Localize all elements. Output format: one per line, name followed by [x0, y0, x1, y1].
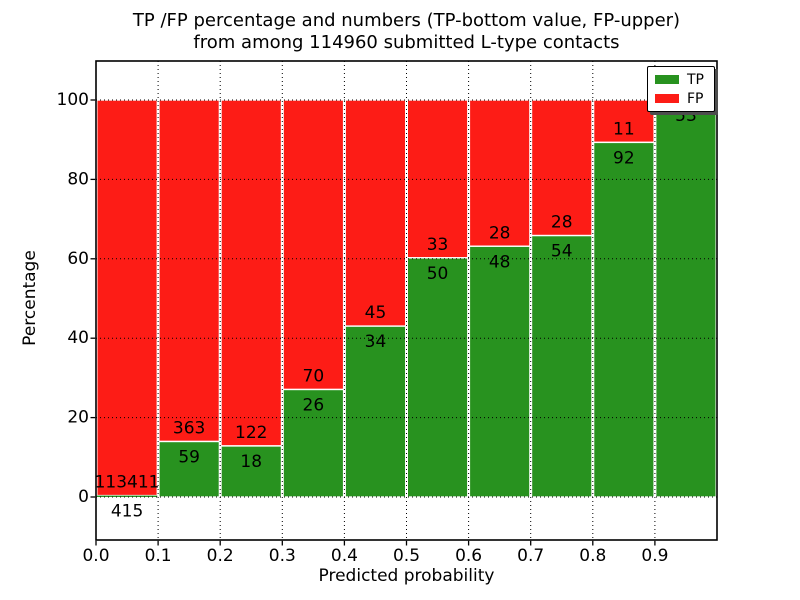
bar-fp-segment — [592, 99, 655, 144]
bar-fp-segment — [344, 99, 407, 327]
x-axis-label: Predicted probability — [318, 566, 495, 586]
legend-label-tp: TP — [687, 71, 704, 88]
chart-title-line1: TP /FP percentage and numbers (TP-bottom… — [132, 10, 681, 31]
bar-tp-segment — [655, 99, 717, 498]
bar-fp-segment — [96, 99, 159, 497]
fp-count-label: 70 — [303, 366, 325, 386]
fp-count-label: 363 — [173, 418, 205, 438]
x-tick-label: 0.6 — [455, 546, 482, 566]
chart-title: TP /FP percentage and numbers (TP-bottom… — [96, 10, 717, 54]
y-tick-label: 100 — [57, 90, 89, 110]
x-tick-label: 0.2 — [207, 546, 234, 566]
bar-tp-segment — [530, 234, 593, 498]
chart-title-line2: from among 114960 submitted L-type conta… — [193, 32, 620, 53]
bar-tp-segment — [282, 388, 345, 498]
x-tick-label: 0.1 — [145, 546, 172, 566]
tp-count-label: 34 — [365, 332, 387, 352]
y-tick-label: 20 — [67, 408, 89, 428]
bar-tp-segment — [96, 495, 158, 497]
x-tick-label: 0.4 — [331, 546, 358, 566]
tp-count-label: 18 — [240, 452, 262, 472]
fp-count-label: 28 — [489, 223, 511, 243]
y-axis-label: Percentage — [20, 250, 40, 346]
bar-fp-segment — [158, 99, 221, 443]
fp-count-label: 113411 — [95, 473, 160, 493]
bar-tp-segment — [344, 325, 407, 498]
tp-swatch-icon — [655, 75, 679, 84]
fp-count-label: 122 — [235, 423, 267, 443]
bar-tp-segment — [158, 440, 221, 498]
tp-count-label: 50 — [427, 264, 449, 284]
bar-tp-segment — [406, 257, 469, 498]
fp-count-label: 28 — [551, 213, 573, 233]
x-tick-label: 0.8 — [579, 546, 606, 566]
legend-label-fp: FP — [687, 90, 704, 107]
tp-count-label: 26 — [303, 395, 325, 415]
tp-count-label: 415 — [111, 502, 143, 522]
plot-frame — [95, 60, 718, 541]
fp-count-label: 45 — [365, 303, 387, 323]
y-tick-label: 80 — [67, 169, 89, 189]
y-tick-label: 40 — [67, 328, 89, 348]
bar-tp-segment — [592, 141, 655, 498]
x-tick-label: 0.0 — [82, 546, 109, 566]
x-tick-label: 0.9 — [641, 546, 668, 566]
tp-count-label: 48 — [489, 252, 511, 272]
tp-count-label: 54 — [551, 242, 573, 262]
y-tick-label: 60 — [67, 249, 89, 269]
fp-count-label: 11 — [613, 119, 635, 139]
bar-fp-segment — [406, 99, 469, 259]
y-tick-label: 0 — [78, 487, 89, 507]
x-tick-label: 0.3 — [269, 546, 296, 566]
fp-count-label: 33 — [427, 235, 449, 255]
x-tick-label: 0.7 — [517, 546, 544, 566]
bar-fp-segment — [282, 99, 345, 391]
bar-fp-segment — [530, 99, 593, 237]
tp-count-label: 59 — [178, 447, 200, 467]
fp-swatch-icon — [655, 94, 679, 103]
legend: TP FP — [647, 66, 715, 112]
bar-tp-segment — [220, 445, 283, 498]
tp-count-label: 92 — [613, 148, 635, 168]
x-tick-label: 0.5 — [393, 546, 420, 566]
bar-fp-segment — [220, 99, 283, 447]
legend-item-fp: FP — [655, 92, 714, 106]
bar-tp-segment — [468, 245, 531, 498]
legend-item-tp: TP — [655, 73, 714, 87]
bar-fp-segment — [468, 99, 531, 247]
